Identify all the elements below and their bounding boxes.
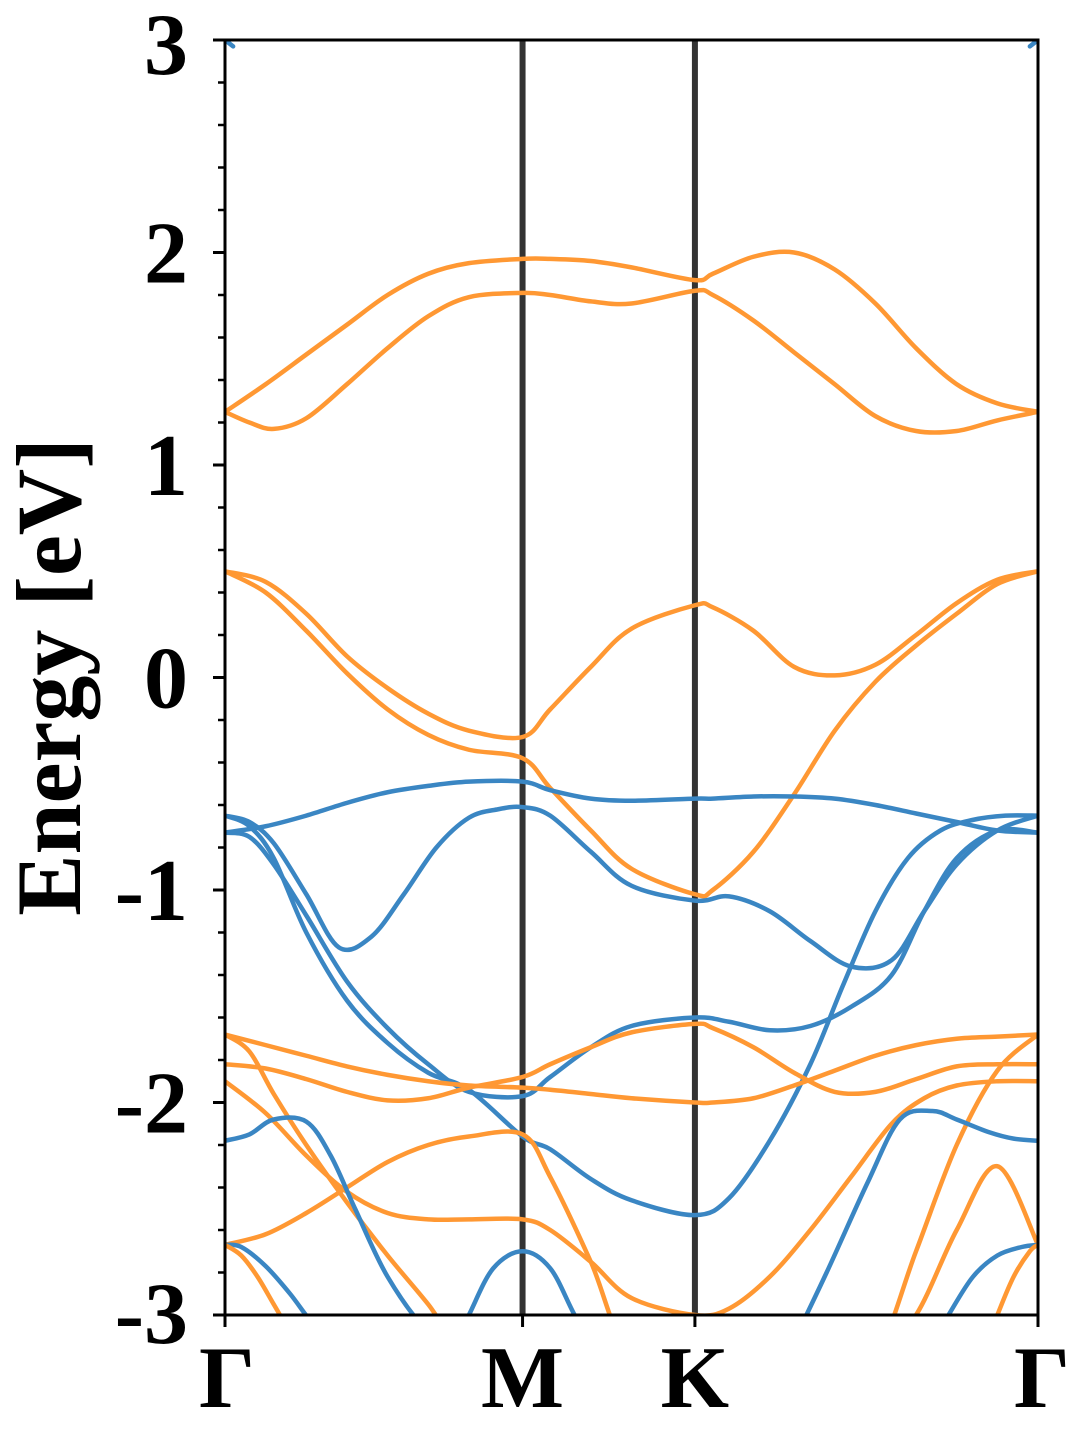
band-orange-3 <box>225 569 1038 899</box>
band-blue-4 <box>225 778 1038 835</box>
band-orange-2 <box>225 569 1038 741</box>
band-blue-5 <box>225 804 1038 971</box>
band-series-group <box>225 40 1038 1315</box>
band-orange-10 <box>225 1078 1038 1315</box>
x-tick-label-2: K <box>661 1330 729 1427</box>
band-orange-9 <box>225 1021 1038 1104</box>
x-tick-label-1: M <box>481 1330 564 1427</box>
band-orange-8 <box>225 1032 1038 1106</box>
y-tick-label-6: -3 <box>115 1266 188 1363</box>
x-tick-label-0: Γ <box>199 1330 255 1427</box>
band-orange-19 <box>994 1242 1038 1315</box>
band-blue-14 <box>803 1108 1038 1315</box>
band-blue-15 <box>225 1242 309 1315</box>
band-blue-7 <box>225 813 1038 1218</box>
y-tick-label-2: 1 <box>144 418 188 515</box>
band-orange-18 <box>225 1242 283 1315</box>
y-tick-label-1: 2 <box>144 206 188 303</box>
axis-ticks <box>213 38 1040 1327</box>
high-symmetry-lines <box>519 40 698 1315</box>
band-blue-6 <box>225 826 1038 1100</box>
band-orange-0 <box>225 249 1038 415</box>
x-tick-label-3: Γ <box>1014 1330 1070 1427</box>
band-blue-13 <box>225 1115 417 1315</box>
y-tick-label-4: -1 <box>115 843 188 940</box>
band-blue-16 <box>945 1242 1038 1315</box>
y-tick-label-0: 3 <box>144 0 188 94</box>
band-orange-1 <box>225 287 1038 435</box>
y-tick-label-5: -2 <box>115 1056 188 1153</box>
y-axis-title: Energy [eV] <box>0 438 100 916</box>
band-blue-17 <box>466 1249 578 1315</box>
plot-frame <box>223 38 1040 1317</box>
band-orange-11 <box>225 1032 1038 1315</box>
y-tick-label-3: 0 <box>144 631 188 728</box>
